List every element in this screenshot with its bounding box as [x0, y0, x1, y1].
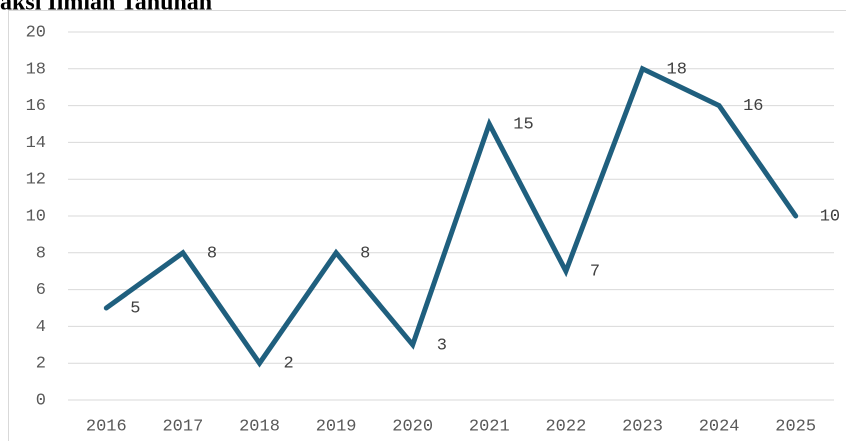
data-label: 8: [360, 244, 370, 263]
data-line: [103, 65, 799, 368]
y-tick-label: 16: [26, 97, 46, 116]
data-label: 5: [130, 299, 140, 318]
x-tick-label: 2023: [622, 417, 663, 436]
x-tick-label: 2020: [392, 417, 433, 436]
y-tick-label: 12: [26, 171, 46, 190]
x-tick-label: 2017: [162, 417, 203, 436]
x-tick-label: 2021: [469, 417, 510, 436]
x-tick-label: 2022: [545, 417, 586, 436]
y-tick-label: 18: [26, 60, 46, 79]
data-label: 18: [667, 60, 687, 79]
x-tick-label: 2024: [699, 417, 740, 436]
y-tick-label: 8: [36, 244, 46, 263]
data-label: 15: [513, 115, 533, 134]
y-tick-label: 4: [36, 318, 46, 337]
x-tick-label: 2019: [316, 417, 357, 436]
y-tick-label: 2: [36, 355, 46, 374]
x-tick-label: 2018: [239, 417, 280, 436]
data-label: 7: [590, 263, 600, 282]
x-tick-label: 2025: [775, 417, 816, 436]
y-tick-label: 6: [36, 281, 46, 300]
y-tick-label: 10: [26, 207, 46, 226]
y-tick-label: 0: [36, 391, 46, 410]
chart-frame: [8, 10, 846, 441]
data-label: 2: [284, 355, 294, 374]
data-label: 3: [437, 336, 447, 355]
data-label: 16: [743, 97, 763, 116]
x-tick-label: 2016: [86, 417, 127, 436]
data-label: 8: [207, 244, 217, 263]
chart-title: aksi Ilmiah Tahunan: [0, 0, 212, 16]
y-tick-label: 20: [26, 23, 46, 42]
data-label: 10: [820, 207, 840, 226]
y-tick-label: 14: [26, 134, 46, 153]
